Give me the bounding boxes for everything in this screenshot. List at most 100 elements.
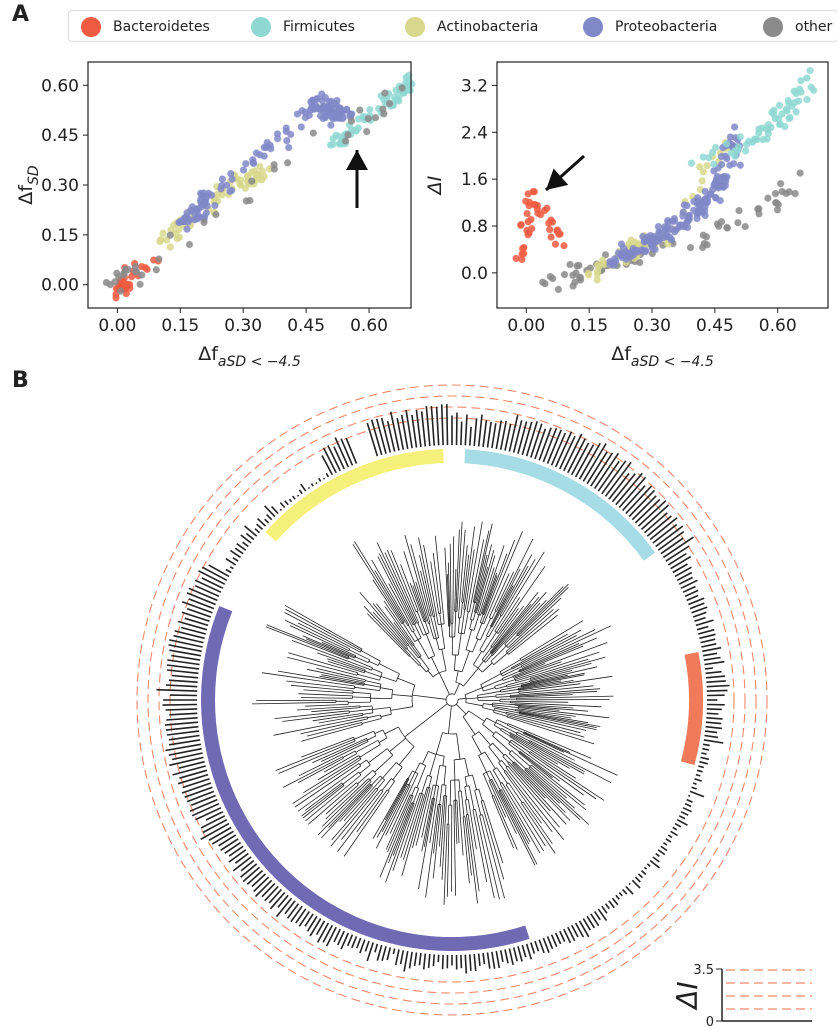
tree-joint (410, 794, 414, 797)
tree-branch (514, 761, 526, 773)
tree-branch (477, 690, 501, 696)
delta-i-bar (169, 639, 203, 648)
legend-label: Firmicutes (283, 19, 355, 35)
tree-branch (529, 740, 553, 753)
x-tick-label: 0.00 (98, 316, 136, 336)
tree-branch (344, 643, 361, 653)
tree-branch (414, 624, 422, 639)
x-label-base: Δf (611, 343, 632, 365)
delta-i-bar (574, 444, 595, 478)
delta-i-bar (277, 894, 289, 908)
delta-i-bar (676, 818, 688, 826)
delta-i-bar (530, 423, 543, 458)
tree-branch (496, 620, 505, 633)
tree-branch (477, 695, 497, 699)
tree-branch (325, 756, 343, 767)
data-point-other (344, 131, 352, 139)
tree-branch (496, 767, 508, 784)
tree-branch (448, 705, 452, 734)
tree-branch (412, 694, 447, 700)
tree-branch (527, 776, 571, 821)
tree-branch (508, 648, 516, 655)
tree-branch (353, 676, 366, 681)
tree-branch (363, 605, 404, 649)
delta-i-bar (266, 514, 273, 521)
tree-branch (475, 822, 488, 883)
tree-branch (541, 779, 575, 809)
delta-i-bar (284, 900, 296, 915)
data-point-other (538, 278, 547, 287)
tree-branch (348, 682, 365, 686)
tree-branch (479, 523, 493, 579)
tree-branch (472, 579, 479, 603)
delta-i-bar (172, 765, 206, 776)
tree-branch (298, 747, 357, 777)
delta-i-bar (325, 926, 337, 947)
data-point-other (782, 189, 790, 198)
tree-joint (412, 644, 415, 647)
delta-i-bar (706, 689, 728, 692)
data-point-proteobacteria (685, 215, 694, 224)
data-point-other (185, 240, 194, 249)
tree-branch (490, 645, 507, 662)
tree-joint (516, 633, 519, 637)
tree-branch (485, 828, 505, 899)
tree-branch (384, 726, 399, 735)
tree-branch (512, 763, 519, 771)
tree-branch (343, 668, 358, 674)
data-point-other (166, 231, 174, 239)
tree-branch (432, 827, 439, 879)
tree-branch (535, 642, 608, 670)
tree-branch (490, 779, 496, 790)
tree-branch (533, 633, 568, 654)
tree-branch (411, 605, 419, 623)
delta-i-bar (634, 498, 661, 524)
tree-branch (434, 605, 439, 625)
tree-branch (300, 720, 360, 735)
delta-i-bar (189, 798, 218, 812)
tree-branch (484, 751, 496, 769)
delta-i-bar (684, 589, 699, 598)
data-point-other (774, 200, 783, 209)
tree-branch (536, 683, 581, 690)
tree-branch (339, 800, 359, 822)
tree-branch (464, 758, 470, 776)
legend-label: other (795, 19, 833, 35)
delta-i-bar (703, 739, 724, 744)
tree-branch (401, 795, 412, 819)
tree-branch (401, 611, 410, 625)
delta-i-bar (420, 411, 427, 447)
tree-branch (512, 810, 531, 842)
tree-joint (494, 630, 499, 634)
tree-branch (298, 769, 323, 783)
tree-branch (429, 784, 434, 801)
tree-branch (312, 715, 350, 722)
delta-i-bar (701, 643, 717, 648)
delta-i-bar (455, 412, 458, 446)
data-point-actinobacteria (593, 276, 602, 284)
tree-branch (341, 639, 362, 651)
tree-branch (327, 661, 353, 670)
tree-branch (339, 707, 361, 710)
delta-i-bar (284, 500, 289, 506)
data-point-actinobacteria (173, 234, 181, 243)
tree-branch (530, 672, 548, 679)
tree-joint (445, 693, 459, 707)
tree-branch (349, 724, 363, 729)
tree-branch (529, 752, 547, 765)
tree-branch (379, 819, 404, 878)
delta-i-bar (261, 882, 276, 898)
tree-branch (447, 574, 450, 612)
delta-i-bar (637, 873, 644, 879)
data-point-proteobacteria (180, 214, 189, 222)
delta-i-bar (637, 500, 667, 527)
tree-branch (491, 610, 497, 619)
delta-i-bar (680, 579, 698, 589)
tree-branch (520, 653, 534, 661)
tree-branch (485, 654, 493, 663)
tree-branch (505, 793, 541, 853)
clade-arc-proteobacteria (201, 605, 530, 952)
tree-branch (453, 759, 456, 781)
tree-branch (343, 687, 355, 690)
tree-branch (531, 764, 542, 774)
